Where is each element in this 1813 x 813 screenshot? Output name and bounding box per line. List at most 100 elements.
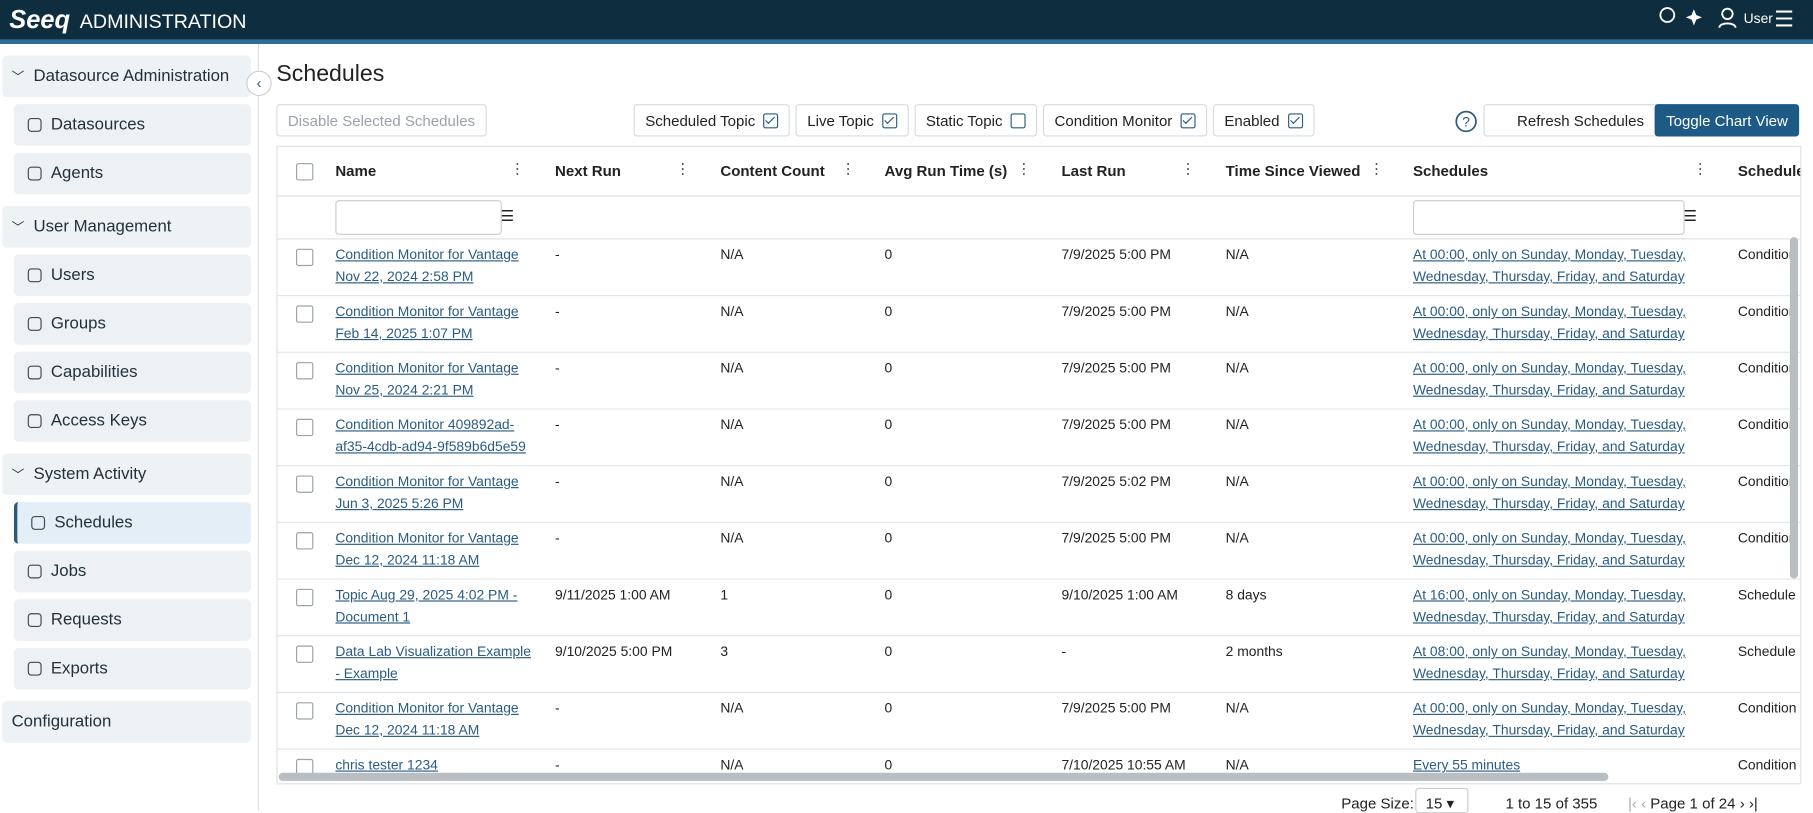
help-icon[interactable]: ? [1455, 110, 1478, 133]
nav-group[interactable]: Configuration [2, 701, 251, 743]
nav-item[interactable]: Schedules [13, 502, 251, 544]
cell: N/A [720, 303, 744, 320]
cell: 7/9/2025 5:00 PM [1061, 529, 1171, 547]
cell-link[interactable]: Condition Monitor for Vantage Feb 14, 20… [335, 303, 519, 342]
user-name[interactable]: User [1743, 10, 1773, 27]
cell: N/A [1225, 359, 1249, 376]
column-menu[interactable]: ⋮ [675, 159, 691, 178]
toggle-label: Enabled [1224, 111, 1280, 129]
nav-group[interactable]: ﹀ User Management [2, 205, 251, 248]
toggle[interactable]: Live Topic [795, 104, 909, 137]
cell-link[interactable]: Every 55 minutes [1412, 756, 1521, 773]
column-menu[interactable]: ⋮ [1369, 159, 1385, 178]
disable-button[interactable]: Disable Selected Schedules [276, 104, 487, 137]
cell: N/A [720, 359, 744, 376]
cell-link[interactable]: Data Lab Visualization Example - Example [335, 643, 531, 682]
column-menu[interactable]: ⋮ [1180, 159, 1196, 178]
row-checkbox[interactable] [296, 532, 314, 550]
nav-item[interactable]: Exports [13, 647, 251, 690]
toggle-checkbox[interactable] [1180, 112, 1196, 128]
cell-link[interactable]: Condition Monitor for Vantage Nov 25, 20… [335, 359, 519, 398]
cell: N/A [720, 416, 744, 433]
cell: 7/9/2025 5:00 PM [1061, 246, 1171, 263]
nav-item[interactable]: Requests [13, 599, 251, 641]
cell: Condition [1737, 359, 1797, 376]
cell: - [555, 473, 560, 490]
toggle-checkbox[interactable] [763, 112, 779, 128]
cell-link[interactable]: At 00:00, only on Sunday, Monday, Tuesda… [1412, 473, 1686, 512]
row-checkbox[interactable] [296, 475, 314, 493]
toggle-checkbox[interactable] [881, 112, 897, 128]
filter-input[interactable] [1412, 200, 1685, 235]
cell-link[interactable]: At 00:00, only on Sunday, Monday, Tuesda… [1412, 416, 1686, 455]
page-size-select[interactable]: 15 ▾ [1415, 787, 1469, 813]
nav-item[interactable]: Agents [13, 152, 251, 195]
cell-link[interactable]: Condition Monitor 409892ad-af35-4cdb-ad9… [335, 416, 526, 455]
collapse-button[interactable]: ‹ [246, 70, 272, 97]
row-checkbox[interactable] [296, 248, 314, 267]
cell-link[interactable]: At 00:00, only on Sunday, Monday, Tuesda… [1412, 246, 1686, 285]
column-header: Last Run [1061, 161, 1126, 180]
row-checkbox[interactable] [296, 645, 314, 663]
filter-input[interactable] [335, 200, 502, 235]
cell-link[interactable]: At 00:00, only on Sunday, Monday, Tuesda… [1412, 699, 1686, 739]
toggle[interactable]: Scheduled Topic [633, 104, 790, 137]
cell: Condition [1737, 699, 1797, 717]
toggle-checkbox[interactable] [1287, 112, 1303, 128]
nav-group[interactable]: ﹀ Datasource Administration [2, 55, 251, 98]
filter-icon[interactable]: ☰ [1683, 207, 1697, 225]
nav-item[interactable]: Users [13, 254, 251, 297]
nav-group-label: Datasource Administration [33, 67, 230, 86]
cell-link[interactable]: At 08:00, only on Sunday, Monday, Tuesda… [1412, 643, 1686, 682]
row-checkbox[interactable] [296, 362, 314, 380]
cell: N/A [1225, 756, 1249, 773]
cell-link[interactable]: Condition Monitor for Vantage Jun 3, 202… [335, 473, 519, 512]
cell-link[interactable]: Topic Aug 29, 2025 4:02 PM - Document 1 [335, 586, 518, 625]
cell: N/A [1225, 246, 1249, 263]
nav-item-label: Groups [50, 314, 106, 334]
column-menu[interactable]: ⋮ [509, 159, 525, 178]
nav-group[interactable]: ﹀ System Activity [2, 453, 251, 496]
toggle[interactable]: Condition Monitor [1042, 104, 1207, 137]
nav-icon [31, 515, 46, 530]
column-menu[interactable]: ⋮ [840, 159, 856, 178]
scrollbar[interactable] [278, 772, 1609, 781]
nav-item[interactable]: Capabilities [13, 351, 251, 394]
v-scrollbar[interactable] [1789, 237, 1798, 579]
refresh-button[interactable]: Refresh Schedules [1483, 104, 1672, 137]
nav-item[interactable]: Datasources [13, 104, 251, 146]
column-header: Next Run [555, 161, 621, 180]
cell: N/A [1225, 303, 1249, 320]
nav-item[interactable]: Access Keys [13, 400, 251, 442]
select-all[interactable] [296, 163, 314, 181]
column-menu[interactable]: ⋮ [1692, 159, 1708, 178]
cell-link[interactable]: At 00:00, only on Sunday, Monday, Tuesda… [1412, 359, 1686, 398]
row-checkbox[interactable] [296, 305, 314, 323]
pager[interactable]: |‹ ‹ Page 1 of 24 › ›| [1628, 794, 1758, 813]
nav-icon [27, 118, 42, 132]
column-menu[interactable]: ⋮ [1016, 159, 1032, 178]
row-checkbox[interactable] [296, 418, 314, 437]
chart-button[interactable]: Toggle Chart View [1654, 104, 1800, 137]
svg-text:?: ? [1462, 114, 1470, 130]
cell: N/A [720, 756, 744, 773]
row-checkbox[interactable] [296, 702, 314, 720]
cell-link[interactable]: Condition Monitor for Vantage Dec 12, 20… [335, 699, 519, 739]
toggle[interactable]: Enabled [1212, 104, 1315, 137]
toggle-checkbox[interactable] [1010, 112, 1026, 128]
cell-link[interactable]: At 16:00, only on Sunday, Monday, Tuesda… [1412, 586, 1686, 625]
cell: 7/9/2025 5:02 PM [1061, 473, 1171, 490]
nav-icon [27, 613, 42, 628]
cell-link[interactable]: chris tester 1234 [335, 756, 438, 773]
cell-link[interactable]: Condition Monitor for Vantage Nov 22, 20… [335, 246, 519, 285]
cell-link[interactable]: At 00:00, only on Sunday, Monday, Tuesda… [1412, 529, 1686, 569]
filter-icon[interactable]: ☰ [500, 207, 515, 225]
row-checkbox[interactable] [296, 588, 314, 607]
toggle[interactable]: Static Topic [914, 104, 1038, 137]
cell-link[interactable]: Condition Monitor for Vantage Dec 12, 20… [335, 529, 519, 569]
cell-link[interactable]: At 00:00, only on Sunday, Monday, Tuesda… [1412, 303, 1686, 342]
nav-item[interactable]: Jobs [13, 550, 251, 593]
nav-item-label: Exports [50, 659, 108, 678]
nav-item[interactable]: Groups [13, 303, 251, 345]
